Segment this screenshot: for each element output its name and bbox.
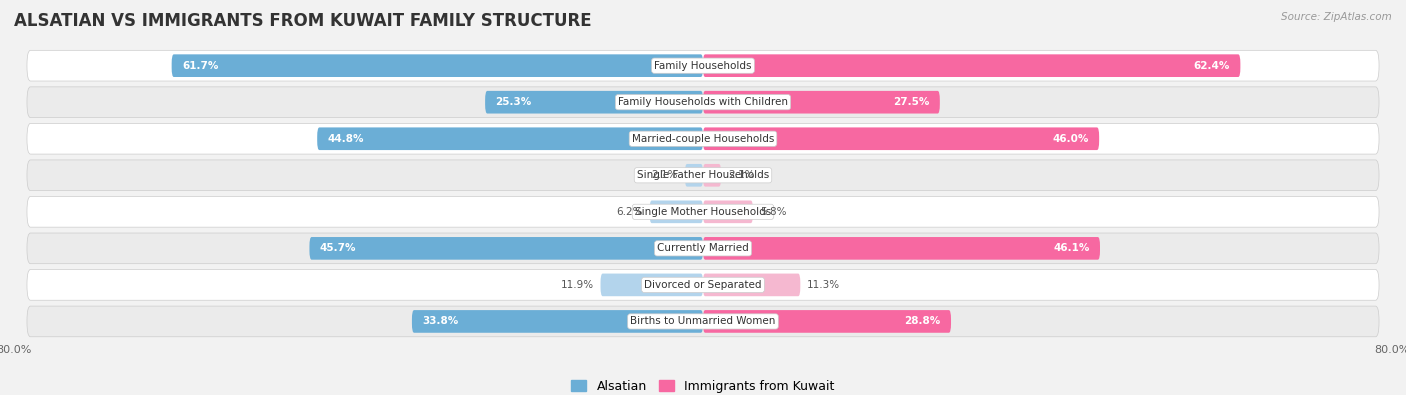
Text: 44.8%: 44.8% (328, 134, 364, 144)
Text: Divorced or Separated: Divorced or Separated (644, 280, 762, 290)
FancyBboxPatch shape (27, 123, 1379, 154)
FancyBboxPatch shape (703, 164, 721, 186)
Legend: Alsatian, Immigrants from Kuwait: Alsatian, Immigrants from Kuwait (567, 375, 839, 395)
FancyBboxPatch shape (27, 196, 1379, 227)
Text: 33.8%: 33.8% (422, 316, 458, 326)
Text: Family Households with Children: Family Households with Children (619, 97, 787, 107)
Text: 28.8%: 28.8% (904, 316, 941, 326)
FancyBboxPatch shape (27, 87, 1379, 118)
FancyBboxPatch shape (703, 201, 754, 223)
FancyBboxPatch shape (27, 269, 1379, 300)
FancyBboxPatch shape (27, 233, 1379, 264)
Text: 45.7%: 45.7% (319, 243, 356, 253)
Text: 11.9%: 11.9% (561, 280, 593, 290)
FancyBboxPatch shape (27, 50, 1379, 81)
Text: Family Households: Family Households (654, 61, 752, 71)
Text: 61.7%: 61.7% (181, 61, 218, 71)
Text: Single Father Households: Single Father Households (637, 170, 769, 180)
Text: 6.2%: 6.2% (616, 207, 643, 217)
Text: 46.0%: 46.0% (1053, 134, 1088, 144)
Text: Married-couple Households: Married-couple Households (631, 134, 775, 144)
Text: Births to Unmarried Women: Births to Unmarried Women (630, 316, 776, 326)
FancyBboxPatch shape (309, 237, 703, 260)
Text: 11.3%: 11.3% (807, 280, 841, 290)
Text: Currently Married: Currently Married (657, 243, 749, 253)
Text: ALSATIAN VS IMMIGRANTS FROM KUWAIT FAMILY STRUCTURE: ALSATIAN VS IMMIGRANTS FROM KUWAIT FAMIL… (14, 12, 592, 30)
FancyBboxPatch shape (703, 91, 939, 113)
FancyBboxPatch shape (172, 55, 703, 77)
FancyBboxPatch shape (600, 274, 703, 296)
FancyBboxPatch shape (27, 306, 1379, 337)
FancyBboxPatch shape (703, 310, 950, 333)
FancyBboxPatch shape (318, 128, 703, 150)
Text: 62.4%: 62.4% (1194, 61, 1230, 71)
FancyBboxPatch shape (703, 128, 1099, 150)
Text: 27.5%: 27.5% (893, 97, 929, 107)
FancyBboxPatch shape (703, 237, 1099, 260)
FancyBboxPatch shape (27, 160, 1379, 191)
FancyBboxPatch shape (703, 274, 800, 296)
Text: 46.1%: 46.1% (1053, 243, 1090, 253)
FancyBboxPatch shape (703, 55, 1240, 77)
FancyBboxPatch shape (485, 91, 703, 113)
Text: 2.1%: 2.1% (651, 170, 678, 180)
Text: 2.1%: 2.1% (728, 170, 755, 180)
Text: Source: ZipAtlas.com: Source: ZipAtlas.com (1281, 12, 1392, 22)
FancyBboxPatch shape (650, 201, 703, 223)
Text: 25.3%: 25.3% (495, 97, 531, 107)
Text: 5.8%: 5.8% (759, 207, 786, 217)
FancyBboxPatch shape (412, 310, 703, 333)
Text: Single Mother Households: Single Mother Households (636, 207, 770, 217)
FancyBboxPatch shape (685, 164, 703, 186)
